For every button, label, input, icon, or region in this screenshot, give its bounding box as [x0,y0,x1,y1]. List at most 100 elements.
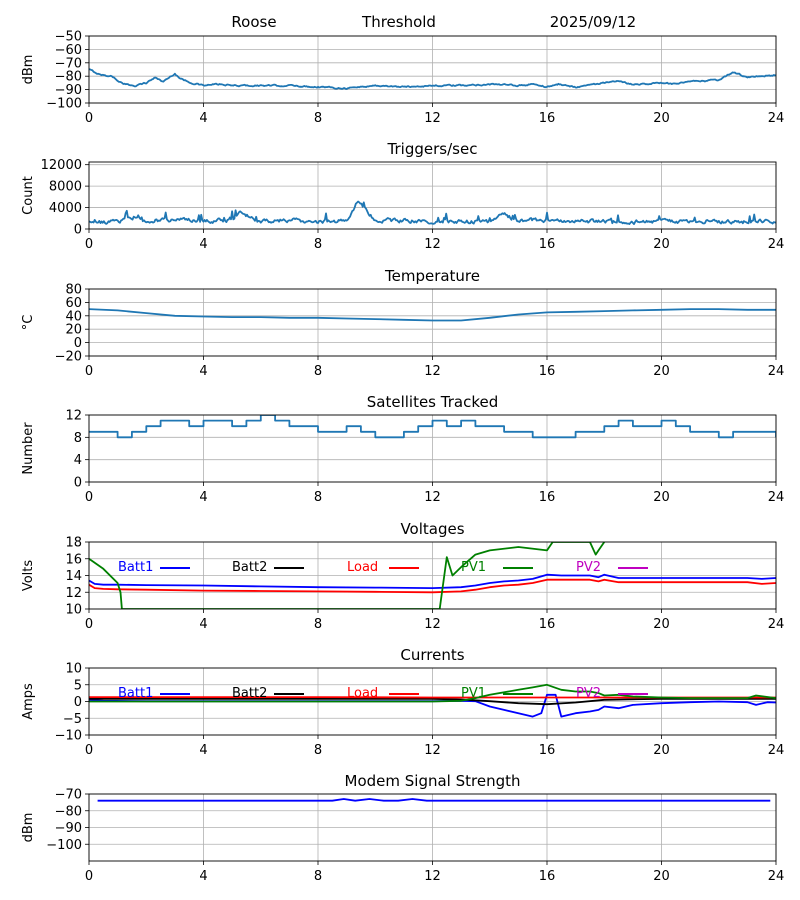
y-tick-label: 10 [65,603,82,618]
y-axis-label: Number [21,422,36,475]
y-axis-label: Count [21,176,36,215]
x-tick-label: 0 [85,364,93,379]
axes-frame [88,667,777,736]
x-tick-label: 20 [653,364,670,379]
axes-frame [88,161,777,230]
x-tick-label: 0 [85,617,93,632]
y-tick-label: 0 [74,223,82,238]
series-line-pv1 [89,542,606,609]
y-tick-label: −80 [55,804,82,819]
series-line-triggers [89,200,776,225]
legend-label-pv2: PV2 [576,560,601,575]
series-line-pv1 [89,683,776,703]
x-tick-label: 16 [539,111,556,126]
series-line-modem [97,798,771,802]
axes-frame [88,793,777,862]
x-tick-label: 24 [768,237,785,252]
y-tick-label: 8 [74,431,82,446]
chart-title: Currents [400,646,464,664]
x-tick-label: 12 [424,364,441,379]
y-tick-label: −100 [46,838,82,853]
x-tick-label: 20 [653,111,670,126]
station-name: Roose [231,13,276,31]
axes-frame [88,35,777,104]
legend-label-batt1: Batt1 [118,686,153,701]
x-tick-label: 4 [199,237,207,252]
x-tick-label: 4 [199,869,207,884]
x-tick-label: 12 [424,743,441,758]
x-tick-label: 20 [653,617,670,632]
legend-label-load: Load [347,686,378,701]
x-tick-label: 16 [539,237,556,252]
x-tick-label: 8 [314,743,322,758]
y-tick-label: −10 [55,729,82,744]
legend-label-load: Load [347,560,378,575]
y-tick-label: −20 [55,350,82,365]
x-tick-label: 16 [539,743,556,758]
threshold-label: Threshold [361,13,436,31]
y-tick-label: 18 [65,536,82,551]
y-tick-label: 12 [65,409,82,424]
legend-label-pv1: PV1 [461,686,486,701]
x-tick-label: 24 [768,617,785,632]
x-tick-label: 24 [768,869,785,884]
x-tick-label: 20 [653,237,670,252]
chart-title: Temperature [384,267,480,285]
y-axis-label: Volts [21,560,36,592]
y-tick-label: −90 [55,83,82,98]
x-tick-label: 24 [768,490,785,505]
chart-title: Satellites Tracked [367,393,498,411]
y-tick-label: 16 [65,552,82,567]
x-tick-label: 4 [199,743,207,758]
series-line-satellites [89,415,776,439]
report-date: 2025/09/12 [550,13,636,31]
axes-frame [88,288,777,357]
x-tick-label: 4 [199,490,207,505]
y-tick-label: 5 [74,678,82,693]
y-tick-label: 0 [74,695,82,710]
series-line-batt2 [89,697,776,706]
x-tick-label: 8 [314,617,322,632]
x-tick-label: 20 [653,743,670,758]
x-tick-label: 12 [424,237,441,252]
x-tick-label: 16 [539,364,556,379]
x-tick-label: 0 [85,743,93,758]
legend-label-batt2: Batt2 [232,560,267,575]
legend-label-batt1: Batt1 [118,560,153,575]
chart-signal: dBm 0 4 8 12 16 20 24 −50−60−70−80−90−100 [21,30,784,127]
y-tick-label: −50 [55,30,82,45]
chart-title: Triggers/sec [387,140,478,158]
chart-satellites: Satellites Tracked Number 0 4 8 12 16 20 24 0 4 8 12 [21,393,784,505]
x-tick-label: 0 [85,237,93,252]
x-tick-label: 8 [314,490,322,505]
y-tick-label: 0 [74,336,82,351]
x-tick-label: 24 [768,364,785,379]
y-tick-label: 0 [74,476,82,491]
y-tick-label: 4000 [49,201,82,216]
chart-title: Voltages [400,520,464,538]
x-tick-label: 24 [768,111,785,126]
x-tick-label: 20 [653,869,670,884]
x-tick-label: 8 [314,237,322,252]
chart-modem: Modem Signal Strength dBm 0 4 8 12 16 20 24 −70−8… [21,772,784,884]
x-tick-label: 12 [424,869,441,884]
axes-frame [88,541,777,610]
y-axis-label: dBm [21,813,36,843]
y-tick-label: −80 [55,70,82,85]
x-tick-label: 12 [424,111,441,126]
x-tick-label: 12 [424,617,441,632]
chart-title: Modem Signal Strength [345,772,521,790]
series-line-signal [89,68,776,90]
y-tick-label: −70 [55,56,82,71]
x-tick-label: 8 [314,869,322,884]
y-tick-label: 20 [65,323,82,338]
y-tick-label: 60 [65,296,82,311]
y-tick-label: 12000 [41,158,82,173]
x-tick-label: 8 [314,111,322,126]
y-tick-label: −60 [55,43,82,58]
y-tick-label: 4 [74,453,82,468]
